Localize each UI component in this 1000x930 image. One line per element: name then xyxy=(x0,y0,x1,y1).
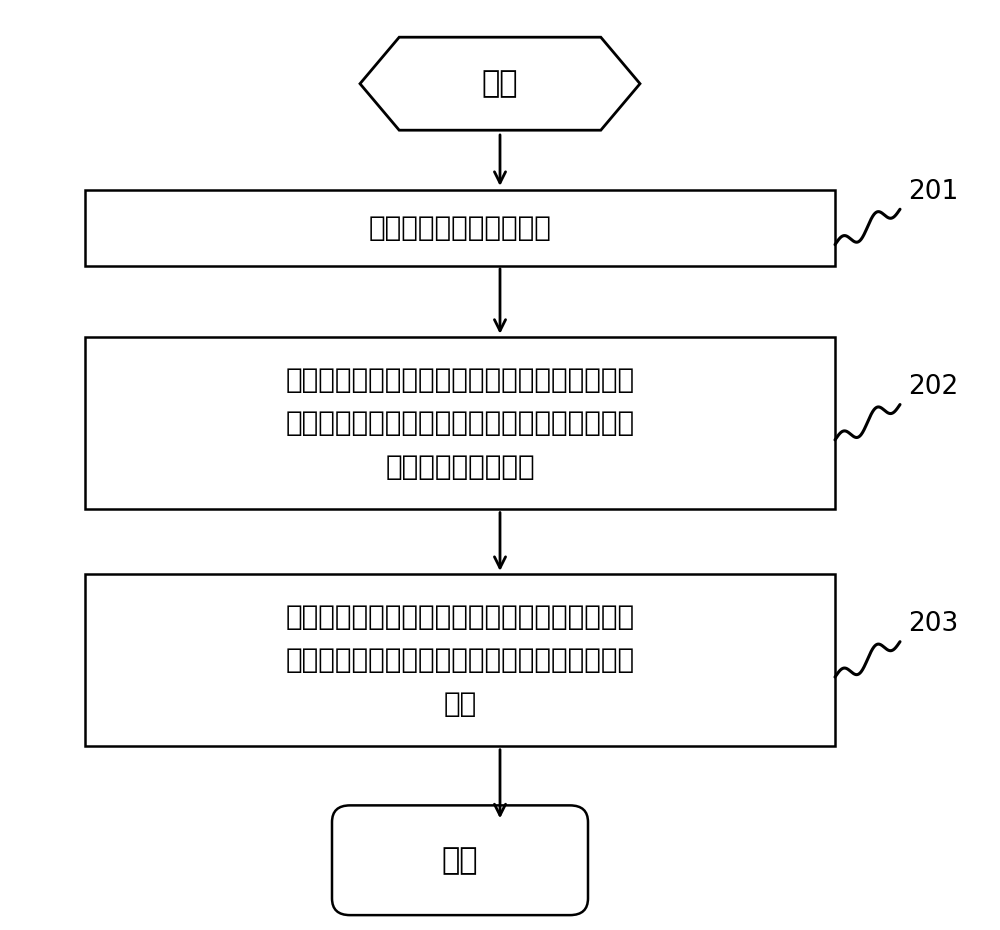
FancyBboxPatch shape xyxy=(332,805,588,915)
Bar xyxy=(85,190,835,266)
Bar xyxy=(85,575,835,746)
Text: 203: 203 xyxy=(908,611,958,637)
Text: 开始: 开始 xyxy=(482,69,518,99)
Text: 确定图像块的邻域像素点: 确定图像块的邻域像素点 xyxy=(369,214,551,242)
Text: 确定所述邻域像素点中位于第一圆周上的像素点
，为与所述图像块中位于所述第一圆周上的像素
点对应的参考像素点: 确定所述邻域像素点中位于第一圆周上的像素点 ，为与所述图像块中位于所述第一圆周上… xyxy=(285,365,635,481)
Bar xyxy=(85,338,835,510)
Polygon shape xyxy=(360,37,640,130)
Text: 对于所述图像块中的每个像素点，将与其对应的
所述参考像素点的像素值确定为所述像素点的预
测值: 对于所述图像块中的每个像素点，将与其对应的 所述参考像素点的像素值确定为所述像素… xyxy=(285,603,635,718)
Text: 结束: 结束 xyxy=(442,845,478,875)
Text: 201: 201 xyxy=(908,179,958,205)
Text: 202: 202 xyxy=(908,374,958,400)
